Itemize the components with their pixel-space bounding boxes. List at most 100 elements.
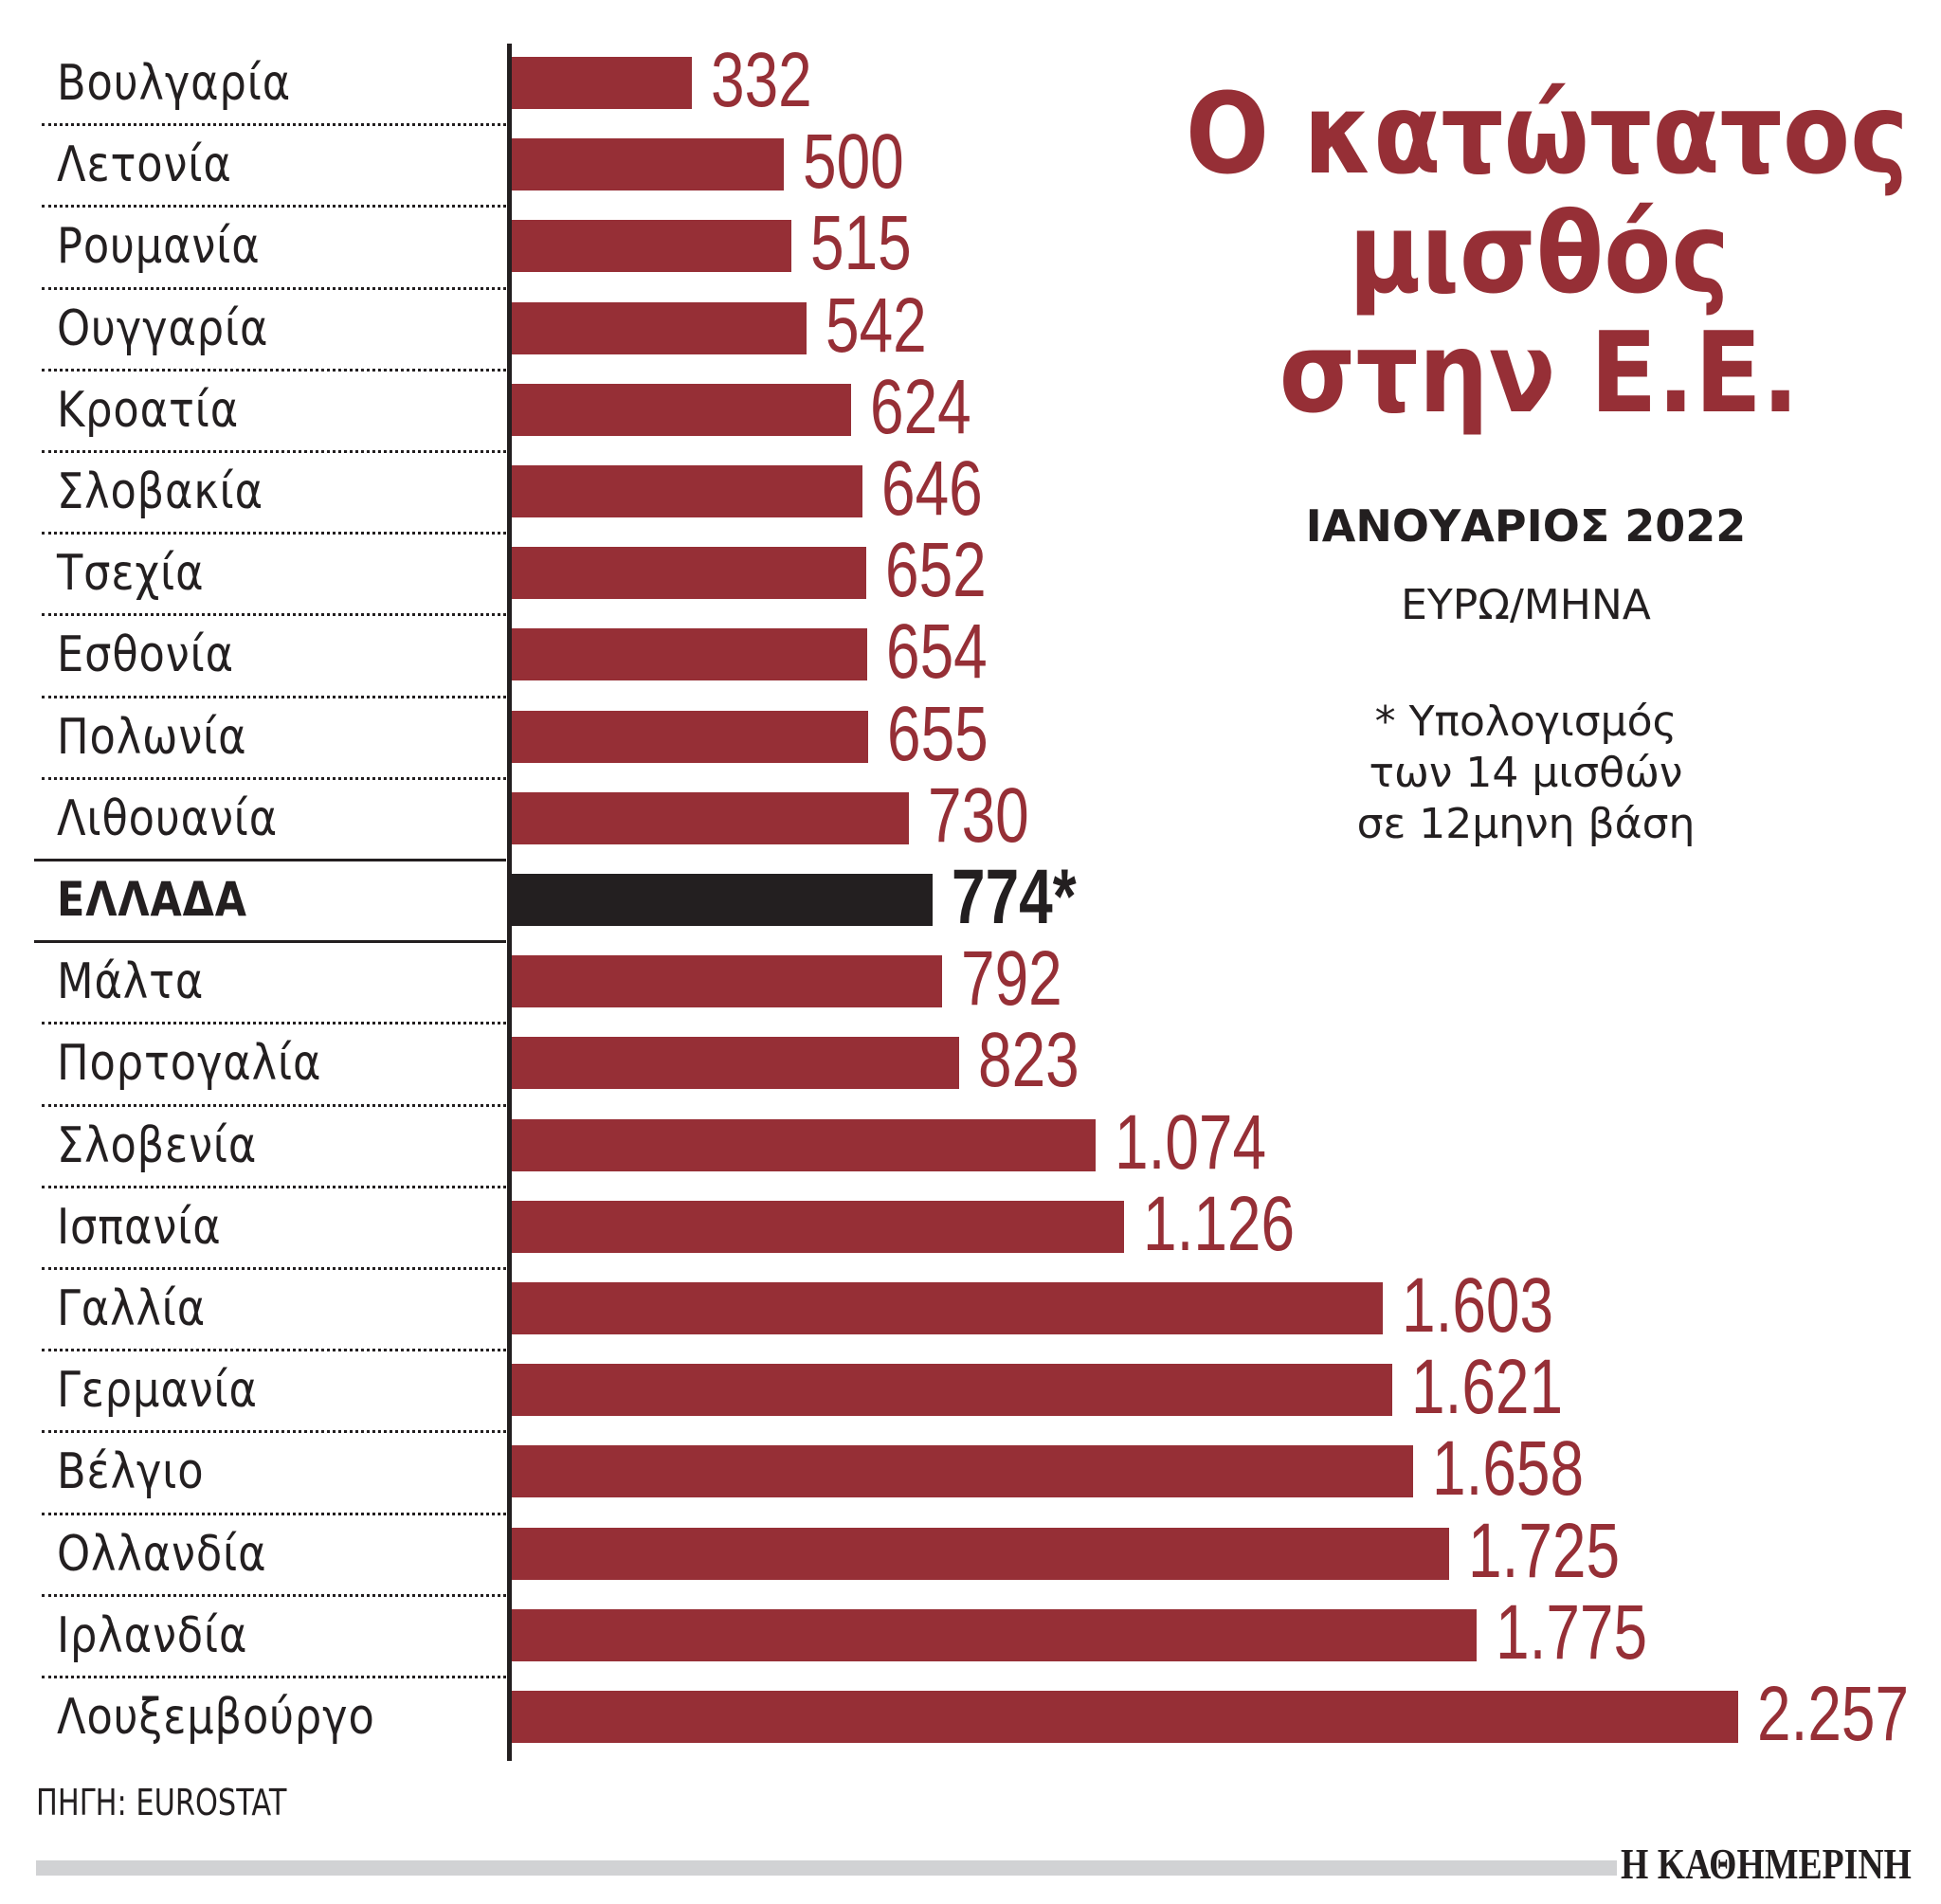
bar-row: Πορτογαλία 823 — [0, 1020, 1941, 1105]
row-divider — [34, 940, 506, 944]
value-label: 646 — [881, 445, 983, 532]
bar-row: Ουγγαρία 542 — [0, 284, 1941, 371]
bar — [512, 1691, 1738, 1743]
bar-row: Γερμανία 1.621 — [0, 1347, 1941, 1432]
row-divider — [42, 1593, 506, 1597]
row-divider — [42, 695, 506, 698]
category-label: Λουξεμβούργο — [57, 1689, 375, 1746]
bar — [512, 57, 692, 109]
bar — [512, 465, 862, 517]
bar — [512, 1445, 1413, 1498]
title-line-3: στην Ε.Ε. — [1279, 307, 1800, 438]
bar-row: Βουλγαρία 332 — [0, 40, 1941, 125]
category-label: Σλοβακία — [57, 463, 263, 520]
row-divider — [42, 286, 506, 290]
bar — [512, 220, 791, 273]
row-divider — [34, 859, 506, 861]
bar — [512, 1200, 1124, 1253]
category-label: Πολωνία — [57, 708, 247, 766]
row-divider — [42, 1103, 506, 1107]
row-divider — [42, 1430, 506, 1434]
value-label: 652 — [885, 527, 987, 614]
category-label: Εσθονία — [57, 626, 234, 684]
bar-row: Ιρλανδία 1.775 — [0, 1591, 1941, 1677]
value-label: 1.621 — [1411, 1344, 1564, 1431]
row-divider — [42, 1267, 506, 1270]
bar-row: Γαλλία 1.603 — [0, 1265, 1941, 1351]
row-divider — [42, 123, 506, 127]
bar-row: Λετονία 500 — [0, 121, 1941, 207]
value-label: 624 — [870, 363, 971, 450]
footer-divider — [36, 1860, 1617, 1876]
bar-row: Ισπανία 1.126 — [0, 1183, 1941, 1269]
unit-label: ΕΥΡΩ/ΜΗΝΑ — [1401, 581, 1651, 629]
row-divider — [42, 1349, 506, 1352]
bar — [512, 301, 807, 354]
bar-row: Ρουμανία 515 — [0, 203, 1941, 288]
bar-row: Εσθονία 654 — [0, 611, 1941, 697]
row-divider — [42, 1512, 506, 1515]
bar — [512, 138, 784, 191]
chart-subtitle: ΙΑΝΟΥΑΡΙΟΣ 2022 — [1305, 500, 1747, 552]
bar-row: Πολωνία 655 — [0, 693, 1941, 779]
category-label: Γερμανία — [57, 1362, 258, 1420]
category-label: ΕΛΛΑΔΑ — [57, 872, 247, 927]
bar-row: Κροατία 624 — [0, 366, 1941, 452]
value-label: 654 — [886, 608, 988, 696]
category-label: Λετονία — [57, 136, 232, 194]
category-label: Κροατία — [57, 381, 240, 439]
row-divider — [42, 1022, 506, 1025]
value-label: 542 — [825, 281, 927, 369]
value-label: 655 — [887, 690, 989, 777]
brand-logo: Η ΚΑΘΗΜΕΡΙΝΗ — [1621, 1840, 1912, 1888]
row-divider — [42, 1185, 506, 1188]
row-divider — [42, 1676, 506, 1678]
bar-row: Μάλτα 792 — [0, 938, 1941, 1024]
bar-row: Σλοβενία 1.074 — [0, 1101, 1941, 1188]
row-divider — [42, 776, 506, 780]
category-label: Ρουμανία — [57, 218, 261, 276]
bar — [512, 955, 942, 1008]
value-label: 2.257 — [1757, 1671, 1910, 1757]
value-label: 1.775 — [1496, 1588, 1648, 1676]
footnote-line-3: σε 12μηνη βάση — [1356, 800, 1696, 848]
bar-row: ΕΛΛΑΔΑ 774* — [0, 857, 1941, 942]
value-label: 774* — [952, 854, 1077, 940]
category-label: Γαλλία — [57, 1280, 207, 1337]
bar-row: Σλοβακία 646 — [0, 448, 1941, 534]
value-label: 823 — [978, 1017, 1079, 1104]
category-label: Ιρλανδία — [57, 1606, 248, 1664]
bar — [512, 1608, 1477, 1661]
row-divider — [42, 532, 506, 535]
bar — [512, 874, 933, 926]
category-label: Βέλγιο — [57, 1443, 205, 1501]
bar — [512, 1282, 1383, 1334]
value-label: 332 — [711, 37, 812, 123]
value-label: 515 — [810, 200, 912, 287]
bar — [512, 710, 868, 763]
title-line-2: μισθός — [1349, 188, 1730, 318]
row-divider — [42, 450, 506, 453]
bar — [512, 1364, 1392, 1417]
bar-row: Λουξεμβούργο 2.257 — [0, 1671, 1941, 1759]
category-label: Ισπανία — [57, 1198, 222, 1256]
bar — [512, 628, 867, 681]
value-label: 1.725 — [1468, 1507, 1621, 1594]
row-divider — [42, 205, 506, 209]
footnote: * Υπολογισμός των 14 μισθών σε 12μηνη βά… — [1289, 697, 1763, 850]
bar-row: Βέλγιο 1.658 — [0, 1428, 1941, 1514]
bar-row: Λιθουανία 730 — [0, 774, 1941, 861]
bar-row: Τσεχία 652 — [0, 530, 1941, 615]
bar — [512, 1037, 959, 1090]
footnote-line-1: * Υπολογισμός — [1374, 698, 1678, 746]
category-label: Βουλγαρία — [57, 55, 292, 112]
bar-row: Ολλανδία 1.725 — [0, 1507, 1941, 1596]
value-label: 1.603 — [1402, 1262, 1554, 1349]
chart-title: Ο κατώτατος μισθός στην Ε.Ε. — [1186, 74, 1909, 438]
y-axis-line — [507, 44, 512, 1761]
bar — [512, 1527, 1449, 1580]
bar — [512, 383, 851, 436]
footnote-line-2: των 14 μισθών — [1369, 749, 1683, 797]
category-label: Πορτογαλία — [57, 1035, 322, 1093]
category-label: Λιθουανία — [57, 789, 279, 847]
